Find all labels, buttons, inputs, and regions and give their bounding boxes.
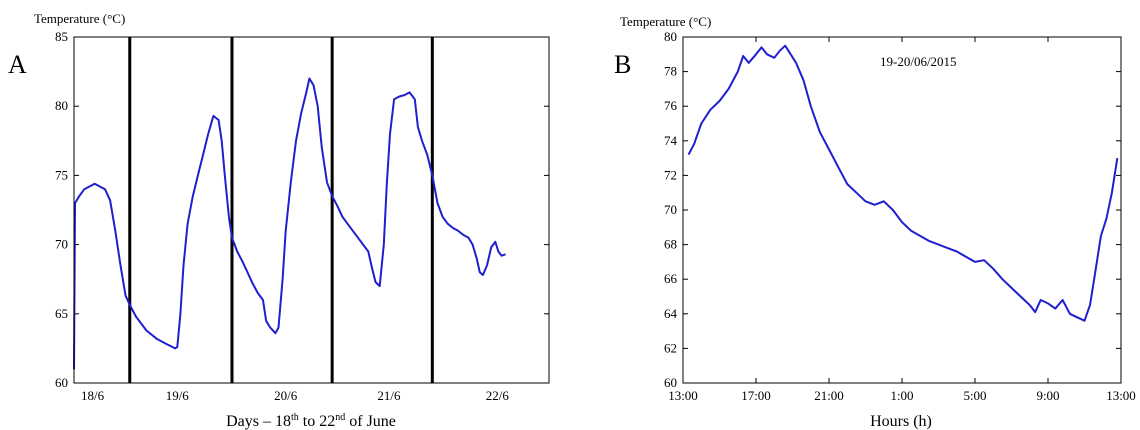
y-tick-label: 80 (55, 98, 68, 113)
panel-a-axes-frame (73, 36, 550, 384)
temperature-series-line (687, 44, 1119, 322)
panel-b-series (687, 44, 1119, 322)
x-tick-label: 13:00 (668, 388, 698, 403)
y-tick-label: 60 (664, 375, 677, 390)
x-tick-label: 22/6 (486, 388, 510, 403)
y-tick-label: 75 (55, 167, 68, 182)
y-tick-label: 72 (664, 167, 677, 182)
x-tick-label: 21:00 (814, 388, 844, 403)
panel-b-y-axis-label: Temperature (°C) (620, 14, 711, 29)
panel-b-x-axis-label: Hours (h) (870, 413, 932, 430)
panel-a-x-axis-label: Days – 18th to 22nd of June (226, 412, 396, 430)
x-tick-label: 21/6 (377, 388, 401, 403)
y-tick-label: 68 (664, 237, 677, 252)
panel-a-letter: A (8, 50, 27, 79)
panel-a-y-axis-label: Temperature (°C) (34, 11, 125, 26)
x-tick-label: 1:00 (890, 388, 913, 403)
y-tick-label: 70 (664, 202, 677, 217)
panel-a-day-dividers (128, 37, 434, 383)
panel-b-date-annotation: 19-20/06/2015 (880, 54, 957, 69)
y-tick-label: 65 (55, 306, 68, 321)
y-tick-label: 64 (664, 306, 678, 321)
panel-a-x-ticks: 18/6 19/6 20/6 21/6 22/6 (81, 388, 509, 403)
temperature-series-line (73, 77, 506, 370)
x-tick-label: 9:00 (1036, 388, 1059, 403)
panel-a-y-ticks: 60 65 70 75 80 85 (55, 29, 549, 390)
x-tick-label: 17:00 (741, 388, 771, 403)
y-tick-label: 66 (664, 271, 678, 286)
y-tick-label: 62 (664, 340, 677, 355)
x-tick-label: 18/6 (81, 388, 105, 403)
x-tick-label: 5:00 (963, 388, 986, 403)
panel-b-letter: B (614, 50, 631, 79)
panel-a: A Temperature (°C) 60 65 70 75 80 85 18/6 19/6… (8, 11, 550, 430)
x-tick-label: 19/6 (166, 388, 190, 403)
y-tick-label: 85 (55, 29, 68, 44)
y-tick-label: 74 (664, 133, 678, 148)
y-tick-label: 80 (664, 29, 677, 44)
panel-b-y-ticks: 60 62 64 66 68 70 72 74 76 78 80 (664, 29, 1121, 390)
panel-b: B Temperature (°C) 19-20/06/2015 6062646… (614, 14, 1136, 430)
y-tick-label: 60 (55, 375, 68, 390)
panel-b-x-ticks: 13:00 17:00 21:00 1:00 5:00 9:00 13:00 (668, 37, 1136, 403)
panel-b-axes-frame (682, 36, 1122, 384)
x-tick-label: 13:00 (1106, 388, 1136, 403)
y-tick-label: 76 (664, 98, 678, 113)
y-tick-label: 78 (664, 64, 677, 79)
y-tick-label: 70 (55, 237, 68, 252)
panel-a-series (73, 77, 506, 370)
x-tick-label: 20/6 (274, 388, 298, 403)
